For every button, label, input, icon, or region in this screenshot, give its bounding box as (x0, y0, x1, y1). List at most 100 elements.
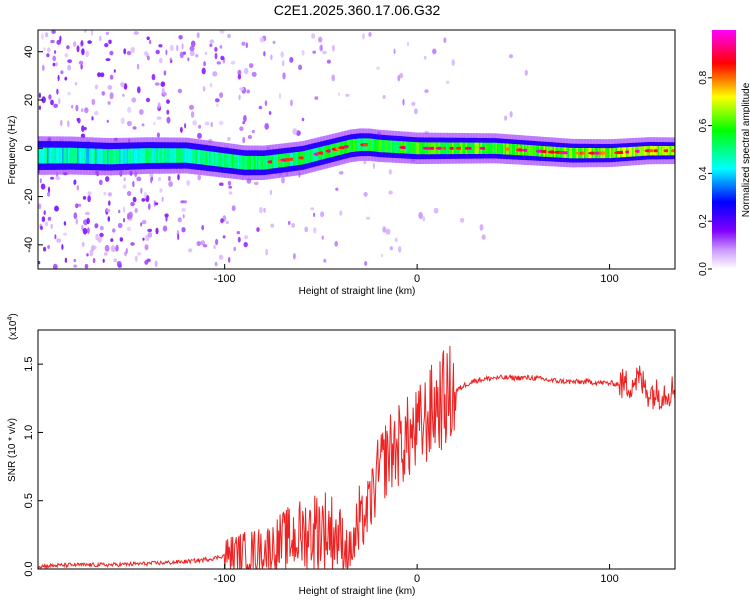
noise-speck (237, 69, 242, 76)
noise-speck (366, 216, 371, 220)
noise-speck (40, 225, 43, 231)
ridge-core (249, 155, 252, 170)
noise-speck (187, 57, 190, 62)
noise-speck (113, 69, 116, 73)
noise-speck (47, 47, 51, 53)
ridge-core (53, 147, 55, 164)
ridge-core (239, 155, 241, 169)
ridge-peak (442, 146, 447, 150)
colorbar-gradient (712, 30, 736, 269)
noise-speck (198, 124, 202, 129)
noise-speck (151, 73, 156, 81)
ridge-core (230, 154, 232, 168)
noise-speck (287, 221, 291, 225)
noise-speck (147, 228, 153, 233)
noise-speck (177, 233, 180, 241)
snr-y-tick-label: 1.5 (23, 356, 35, 371)
noise-speck (182, 214, 185, 219)
noise-speck (108, 200, 111, 206)
spectrogram-x-tick-label: 0 (414, 273, 420, 285)
ridge-core (197, 149, 199, 165)
noise-speck (382, 95, 386, 99)
noise-speck (153, 200, 156, 207)
ridge-core (420, 142, 423, 155)
ridge-core (500, 143, 502, 155)
ridge-core (71, 147, 73, 164)
noise-speck (38, 92, 42, 99)
ridge-core (110, 149, 112, 165)
noise-speck (237, 74, 242, 80)
noise-speck (82, 227, 88, 235)
snr-y-scale: (x104) (7, 313, 19, 340)
ridge-core (68, 147, 70, 164)
noise-speck (105, 208, 111, 213)
noise-speck (323, 258, 327, 263)
ridge-core (86, 148, 88, 164)
noise-speck (398, 246, 402, 253)
ridge-core (633, 146, 636, 157)
noise-speck (338, 92, 340, 96)
noise-speck (331, 74, 336, 82)
noise-speck (264, 123, 270, 130)
spectrogram-y-tick-label: 20 (23, 94, 35, 106)
snr-x-axis-label: Height of straight line (km) (299, 586, 416, 597)
noise-speck (204, 51, 208, 56)
ridge-core (107, 149, 109, 165)
ridge-core (194, 149, 196, 164)
noise-speck (123, 177, 126, 182)
ridge-core (153, 148, 156, 163)
ridge-core (215, 152, 217, 167)
noise-speck (130, 242, 135, 246)
noise-speck (189, 50, 195, 57)
noise-speck (209, 82, 213, 88)
noise-speck (159, 188, 163, 193)
noise-speck (128, 211, 133, 219)
noise-speck (104, 43, 109, 48)
ridge-core (221, 152, 223, 167)
ridge-core (111, 149, 114, 165)
noise-speck (203, 61, 206, 67)
ridge-core (473, 142, 475, 154)
noise-speck (38, 260, 41, 265)
ridge-core (227, 153, 229, 168)
spectrogram-y-tick-label: -40 (23, 237, 35, 253)
ridge-core (377, 139, 379, 152)
ridge-core (383, 140, 385, 153)
ridge-core (122, 148, 124, 164)
ridge-core (489, 142, 492, 154)
ridge-core (182, 148, 184, 163)
ridge-core (296, 152, 298, 166)
noise-speck (259, 37, 265, 43)
noise-speck (202, 244, 208, 248)
ridge-core (474, 142, 477, 154)
ridge-core (213, 151, 216, 166)
noise-speck (143, 51, 149, 56)
noise-speck (414, 108, 418, 115)
noise-speck (251, 129, 256, 134)
noise-speck (156, 132, 160, 138)
noise-speck (137, 86, 141, 94)
ridge-core (102, 148, 105, 165)
ridge-core (203, 150, 205, 165)
noise-speck (184, 200, 187, 204)
noise-speck (524, 69, 528, 76)
noise-speck (269, 189, 272, 196)
noise-speck (146, 36, 150, 41)
noise-speck (147, 232, 153, 238)
ridge-core (209, 151, 211, 166)
noise-speck (52, 55, 57, 62)
noise-speck (407, 41, 409, 47)
ridge-core (99, 148, 102, 165)
noise-speck (459, 217, 465, 223)
ridge-core (176, 148, 178, 163)
noise-speck (422, 216, 426, 222)
noise-speck (281, 177, 285, 184)
noise-speck (144, 260, 149, 265)
snr-x-ticks: -100 0 100 (214, 564, 619, 585)
noise-speck (451, 59, 455, 66)
noise-speck (147, 55, 150, 61)
ridge-core (411, 141, 414, 154)
noise-speck (339, 210, 343, 216)
noise-speck (141, 198, 146, 202)
noise-speck (220, 55, 225, 61)
